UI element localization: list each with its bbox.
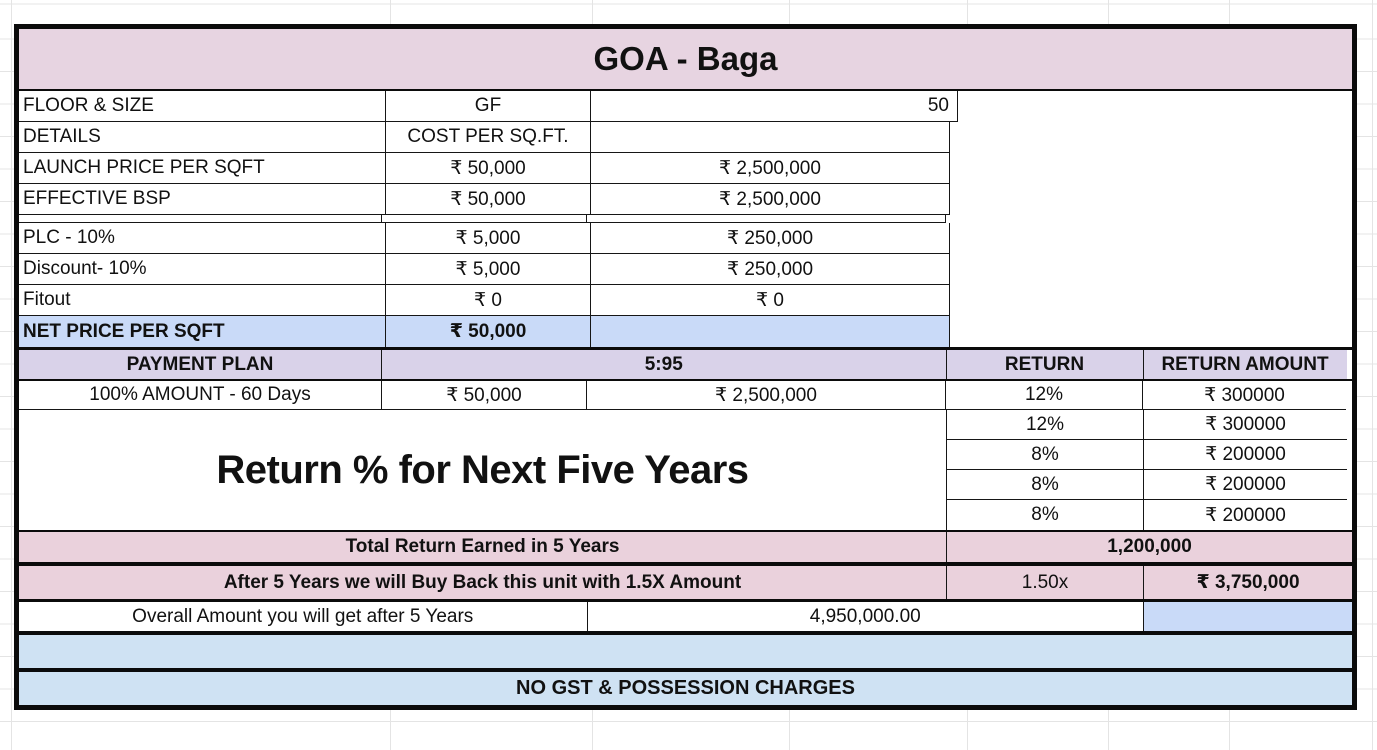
cell-netprice-persqft[interactable]: ₹ 50,000 bbox=[386, 316, 591, 347]
merged-blank-region[interactable] bbox=[958, 91, 1352, 347]
cell-floor-size-size[interactable]: 50 bbox=[591, 91, 958, 122]
row-fitout: Fitout ₹ 0 ₹ 0 bbox=[19, 285, 958, 316]
info-section: FLOOR & SIZE GF 50 DETAILS COST PER SQ.F… bbox=[19, 91, 1352, 350]
row-spacer bbox=[19, 215, 958, 223]
row-buyback: After 5 Years we will Buy Back this unit… bbox=[19, 566, 1352, 602]
returns-section: Return % for Next Five Years 12% ₹ 30000… bbox=[19, 410, 1352, 532]
cell-launch-persqft[interactable]: ₹ 50,000 bbox=[386, 153, 591, 184]
cell-return-5-amount[interactable]: ₹ 200000 bbox=[1205, 504, 1286, 526]
cell-return-4-percent[interactable]: 8% bbox=[947, 470, 1144, 500]
cell-details-label[interactable]: DETAILS bbox=[19, 122, 386, 153]
cell-return-1-amount[interactable]: ₹ 300000 bbox=[1143, 381, 1346, 410]
cell-floor-size-label[interactable]: FLOOR & SIZE bbox=[19, 91, 386, 122]
row-footer-note[interactable]: NO GST & POSSESSION CHARGES bbox=[19, 672, 1352, 705]
cell-spacer-1[interactable] bbox=[19, 215, 382, 223]
return-rows: 12% ₹ 300000 8% ₹ 200000 8% ₹ 200000 8% … bbox=[947, 410, 1352, 530]
row-return-4: 8% ₹ 200000 bbox=[947, 470, 1352, 500]
cell-fitout-total[interactable]: ₹ 0 bbox=[591, 285, 950, 316]
row-return-5: 8% ₹ 200000 bbox=[947, 500, 1352, 530]
pricing-table: GOA - Baga FLOOR & SIZE GF 50 DETAILS CO… bbox=[14, 24, 1357, 710]
cell-return-5-percent[interactable]: 8% bbox=[947, 500, 1144, 530]
cell-return-1-percent[interactable]: 12% bbox=[946, 381, 1143, 410]
row-return-2: 12% ₹ 300000 bbox=[947, 410, 1352, 440]
cell-bsp-total[interactable]: ₹ 2,500,000 bbox=[591, 184, 950, 215]
cell-return-header[interactable]: RETURN bbox=[946, 350, 1144, 379]
row-net-price: NET PRICE PER SQFT ₹ 50,000 bbox=[19, 316, 958, 347]
cell-payment-plan-ratio[interactable]: 5:95 bbox=[382, 350, 947, 379]
cell-100amount-label[interactable]: 100% AMOUNT - 60 Days bbox=[19, 381, 382, 410]
cell-netprice-blank[interactable] bbox=[591, 316, 950, 347]
cell-fitout-persqft[interactable]: ₹ 0 bbox=[386, 285, 591, 316]
cell-total-return-label[interactable]: Total Return Earned in 5 Years bbox=[19, 532, 947, 562]
cell-overall-value[interactable]: 4,950,000.00 bbox=[588, 602, 1144, 631]
cell-100amount-total[interactable]: ₹ 2,500,000 bbox=[587, 381, 946, 410]
cell-bsp-label[interactable]: EFFECTIVE BSP bbox=[19, 184, 386, 215]
cell-plc-persqft[interactable]: ₹ 5,000 bbox=[386, 223, 591, 254]
row-return-3: 8% ₹ 200000 bbox=[947, 440, 1352, 470]
cell-plc-total[interactable]: ₹ 250,000 bbox=[591, 223, 950, 254]
info-rows: FLOOR & SIZE GF 50 DETAILS COST PER SQ.F… bbox=[19, 91, 958, 347]
cell-fitout-label[interactable]: Fitout bbox=[19, 285, 386, 316]
cell-discount-total[interactable]: ₹ 250,000 bbox=[591, 254, 950, 285]
row-effective-bsp: EFFECTIVE BSP ₹ 50,000 ₹ 2,500,000 bbox=[19, 184, 958, 215]
row-empty-blue[interactable] bbox=[19, 635, 1352, 672]
cell-spacer-2[interactable] bbox=[382, 215, 587, 223]
cell-buyback-amount[interactable]: ₹ 3,750,000 bbox=[1144, 566, 1352, 599]
cell-payment-plan-label[interactable]: PAYMENT PLAN bbox=[19, 350, 382, 379]
cell-overall-label[interactable]: Overall Amount you will get after 5 Year… bbox=[19, 602, 588, 631]
cell-100amount-persqft[interactable]: ₹ 50,000 bbox=[382, 381, 587, 410]
cell-spacer-3[interactable] bbox=[587, 215, 946, 223]
row-100-amount: 100% AMOUNT - 60 Days ₹ 50,000 ₹ 2,500,0… bbox=[19, 381, 1352, 410]
cell-return-4-amount[interactable]: ₹ 200000 bbox=[1144, 470, 1347, 500]
returns-banner[interactable]: Return % for Next Five Years bbox=[19, 410, 947, 530]
cell-buyback-multiplier[interactable]: 1.50x bbox=[947, 566, 1144, 599]
cell-return-3-amount[interactable]: ₹ 200000 bbox=[1144, 440, 1347, 470]
cell-total-return-value[interactable]: 1,200,000 bbox=[947, 532, 1352, 562]
row-details: DETAILS COST PER SQ.FT. bbox=[19, 122, 958, 153]
cell-bsp-persqft[interactable]: ₹ 50,000 bbox=[386, 184, 591, 215]
cell-launch-total[interactable]: ₹ 2,500,000 bbox=[591, 153, 950, 184]
row-discount: Discount- 10% ₹ 5,000 ₹ 250,000 bbox=[19, 254, 958, 285]
cell-details-blank[interactable] bbox=[591, 122, 950, 153]
row-plc: PLC - 10% ₹ 5,000 ₹ 250,000 bbox=[19, 223, 958, 254]
cell-plc-label[interactable]: PLC - 10% bbox=[19, 223, 386, 254]
cell-discount-persqft[interactable]: ₹ 5,000 bbox=[386, 254, 591, 285]
cell-floor-size-floor[interactable]: GF bbox=[386, 91, 591, 122]
cell-return-amount-header[interactable]: RETURN AMOUNT bbox=[1143, 350, 1347, 379]
table-title[interactable]: GOA - Baga bbox=[19, 29, 1352, 91]
cell-buyback-label[interactable]: After 5 Years we will Buy Back this unit… bbox=[19, 566, 947, 599]
cell-details-value[interactable]: COST PER SQ.FT. bbox=[386, 122, 591, 153]
cell-netprice-label[interactable]: NET PRICE PER SQFT bbox=[19, 316, 386, 347]
row-total-return: Total Return Earned in 5 Years 1,200,000 bbox=[19, 532, 1352, 566]
row-payment-plan-header: PAYMENT PLAN 5:95 RETURN RETURN AMOUNT bbox=[19, 350, 1352, 381]
row-floor-size: FLOOR & SIZE GF 50 bbox=[19, 91, 958, 122]
cell-discount-label[interactable]: Discount- 10% bbox=[19, 254, 386, 285]
cell-overall-blank[interactable] bbox=[1144, 602, 1352, 631]
cell-return-2-amount[interactable]: ₹ 300000 bbox=[1144, 410, 1347, 440]
cell-return-2-percent[interactable]: 12% bbox=[947, 410, 1144, 440]
cell-launch-label[interactable]: LAUNCH PRICE PER SQFT bbox=[19, 153, 386, 184]
row-overall-amount: Overall Amount you will get after 5 Year… bbox=[19, 602, 1352, 635]
row-launch-price: LAUNCH PRICE PER SQFT ₹ 50,000 ₹ 2,500,0… bbox=[19, 153, 958, 184]
cell-return-3-percent[interactable]: 8% bbox=[947, 440, 1144, 470]
